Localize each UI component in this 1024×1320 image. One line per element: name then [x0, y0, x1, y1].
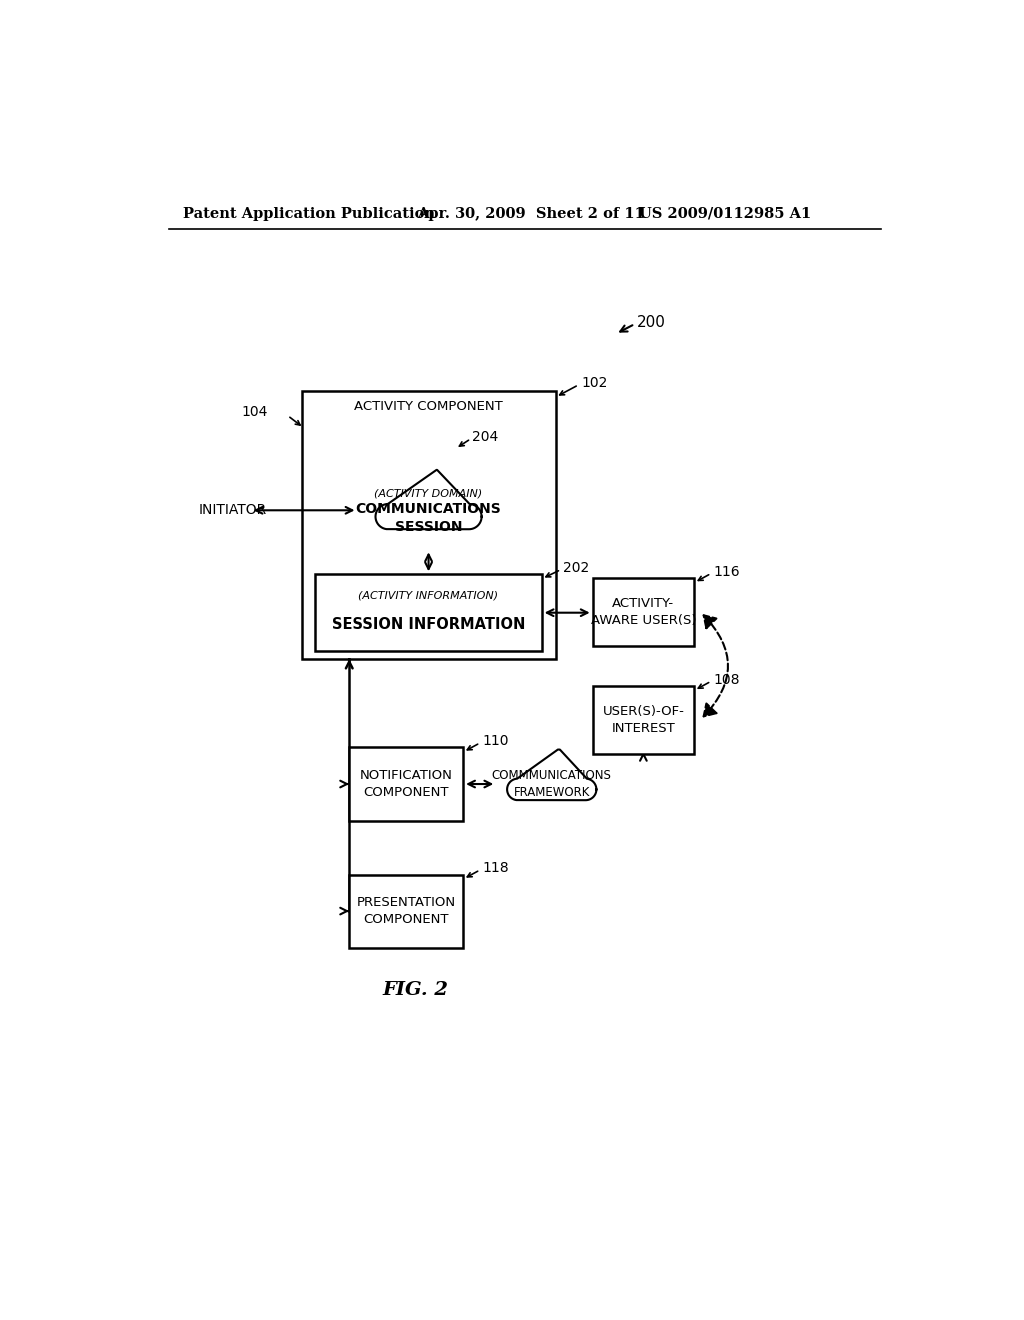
Text: NOTIFICATION
COMPONENT: NOTIFICATION COMPONENT: [359, 770, 453, 799]
Bar: [315, 574, 542, 651]
Text: US 2009/0112985 A1: US 2009/0112985 A1: [639, 207, 811, 220]
Text: 108: 108: [714, 673, 740, 686]
Text: Apr. 30, 2009  Sheet 2 of 11: Apr. 30, 2009 Sheet 2 of 11: [417, 207, 645, 220]
Text: SESSION INFORMATION: SESSION INFORMATION: [332, 616, 525, 632]
Text: PRESENTATION
COMPONENT: PRESENTATION COMPONENT: [356, 896, 456, 927]
Bar: [301, 391, 556, 659]
Text: 104: 104: [242, 405, 268, 420]
Polygon shape: [507, 750, 596, 800]
Polygon shape: [376, 470, 481, 529]
Text: 102: 102: [581, 376, 607, 391]
FancyArrowPatch shape: [703, 615, 728, 717]
Text: USER(S)-OF-
INTEREST: USER(S)-OF- INTEREST: [602, 705, 684, 735]
Text: COMMMUNICATIONS
FRAMEWORK: COMMMUNICATIONS FRAMEWORK: [492, 770, 611, 799]
Bar: [593, 578, 694, 645]
Text: 110: 110: [482, 734, 509, 748]
Text: 116: 116: [714, 565, 740, 579]
Bar: [593, 686, 694, 754]
Bar: [349, 747, 463, 821]
Text: (ACTIVITY DOMAIN): (ACTIVITY DOMAIN): [375, 488, 482, 499]
Text: 112: 112: [620, 729, 646, 743]
Text: ACTIVITY-
AWARE USER(S): ACTIVITY- AWARE USER(S): [591, 597, 696, 627]
Text: Patent Application Publication: Patent Application Publication: [183, 207, 435, 220]
Text: ACTIVITY COMPONENT: ACTIVITY COMPONENT: [354, 400, 503, 413]
Text: FIG. 2: FIG. 2: [382, 981, 449, 999]
Text: 204: 204: [472, 430, 499, 444]
Text: 202: 202: [563, 561, 590, 576]
Text: 118: 118: [482, 862, 509, 875]
Text: (ACTIVITY INFORMATION): (ACTIVITY INFORMATION): [358, 591, 499, 601]
Bar: [349, 874, 463, 948]
Text: COMMUNICATIONS
SESSION: COMMUNICATIONS SESSION: [355, 502, 502, 535]
Text: 200: 200: [637, 315, 666, 330]
Text: INITIATOR: INITIATOR: [199, 503, 266, 517]
